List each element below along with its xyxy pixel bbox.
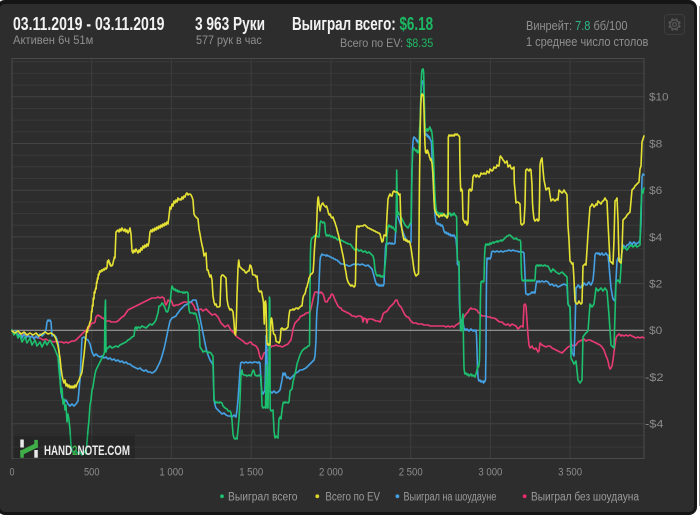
svg-text:Выиграл на шоудауне: Выиграл на шоудауне [404,491,497,503]
svg-text:Всего по EV: Всего по EV [325,491,380,503]
svg-text:1 500: 1 500 [239,467,263,479]
svg-text:HAND2NOTE.COM: HAND2NOTE.COM [44,442,130,458]
svg-text:$2: $2 [649,278,662,290]
svg-text:-$2: -$2 [645,372,664,384]
svg-text:$4: $4 [649,232,662,244]
svg-text:$0: $0 [649,325,662,337]
svg-text:500: 500 [84,467,100,479]
svg-text:2 500: 2 500 [399,467,423,479]
svg-text:3 000: 3 000 [478,467,502,479]
svg-text:Выиграл без шоудауна: Выиграл без шоудауна [531,491,640,503]
svg-text:0: 0 [10,467,15,479]
svg-text:-$4: -$4 [645,418,664,430]
svg-text:$6: $6 [649,185,662,197]
svg-text:$8: $8 [649,138,662,150]
svg-text:$10: $10 [649,92,669,104]
svg-text:1 000: 1 000 [159,467,183,479]
svg-text:3 500: 3 500 [558,467,582,479]
svg-text:Выиграл всего: Выиграл всего [228,491,298,503]
svg-text:2 000: 2 000 [319,467,343,479]
